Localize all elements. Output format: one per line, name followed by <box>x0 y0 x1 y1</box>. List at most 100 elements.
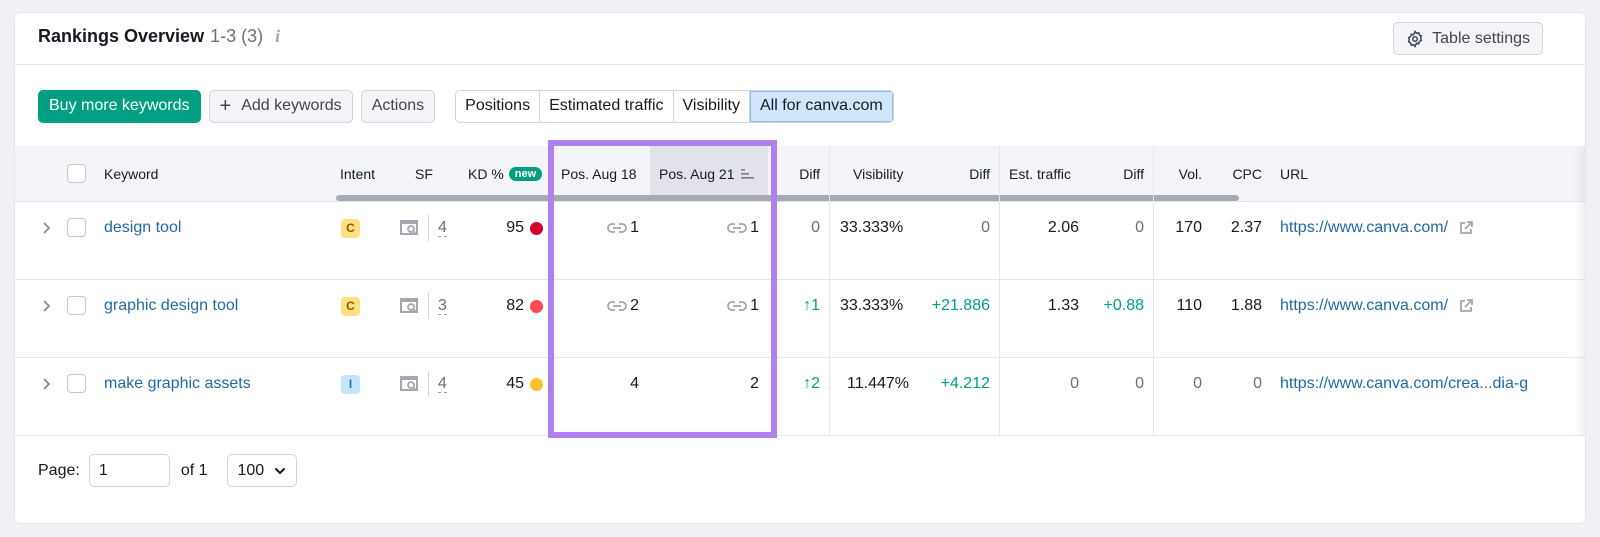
page-total: of 1 <box>180 461 208 479</box>
column-volume[interactable]: Vol. <box>1178 166 1202 182</box>
url-link[interactable]: https://www.canva.com/ <box>1280 219 1449 236</box>
serp-features-icon[interactable] <box>399 219 419 237</box>
tab-all-for-domain[interactable]: All for canva.com <box>750 90 893 122</box>
kd-value: 82 <box>506 297 524 314</box>
row-checkbox[interactable] <box>67 296 86 315</box>
column-keyword[interactable]: Keyword <box>104 166 159 182</box>
chevron-right-icon[interactable] <box>41 220 53 236</box>
pos-diff-value: ↑2 <box>803 375 820 392</box>
row-checkbox[interactable] <box>67 218 86 237</box>
horizontal-scrollbar[interactable] <box>336 195 1239 201</box>
chevron-right-icon[interactable] <box>41 298 53 314</box>
keyword-link[interactable]: design tool <box>104 219 182 236</box>
column-pos-diff[interactable]: Diff <box>799 166 820 182</box>
traffic-diff-value: 0 <box>1135 375 1144 392</box>
serp-features-icon[interactable] <box>399 297 419 315</box>
est-traffic-value: 2.06 <box>1047 219 1079 236</box>
volume-value: 110 <box>1176 297 1202 314</box>
table-row[interactable]: make graphic assets I 4 45 4 2 ↑2 11.447… <box>15 358 1585 436</box>
kd-value: 95 <box>506 219 524 236</box>
table-row[interactable]: design tool C 4 95 1 1 0 33.333% 0 2.06 … <box>15 202 1585 280</box>
row-checkbox[interactable] <box>67 374 86 393</box>
volume-value: 0 <box>1193 375 1202 392</box>
serp-features-icon[interactable] <box>399 375 419 393</box>
pagination: Page: 1 of 1 100 <box>38 454 298 487</box>
tab-estimated-traffic[interactable]: Estimated traffic <box>540 90 674 122</box>
pos-aug21-value: 1 <box>750 219 759 236</box>
visibility-value: 33.333% <box>840 219 904 236</box>
rankings-overview-card: Rankings Overview 1-3 (3) i Table settin… <box>14 12 1586 524</box>
intent-badge: C <box>341 296 360 316</box>
keyword-link[interactable]: graphic design tool <box>104 297 239 314</box>
column-cpc[interactable]: CPC <box>1232 166 1262 182</box>
kd-difficulty-dot-icon <box>530 299 543 313</box>
pos-aug21-value: 1 <box>750 297 759 314</box>
volume-value: 170 <box>1175 219 1202 236</box>
column-pos-aug18[interactable]: Pos. Aug 18 <box>561 166 637 182</box>
table-settings-button[interactable]: Table settings <box>1393 22 1543 55</box>
separator <box>428 293 429 319</box>
page-label: Page: <box>38 461 80 479</box>
page-number-input[interactable]: 1 <box>88 454 170 487</box>
est-traffic-value: 1.33 <box>1047 297 1079 314</box>
external-link-icon[interactable] <box>1458 220 1474 236</box>
visibility-value: 11.447% <box>847 375 909 392</box>
column-visibility[interactable]: Visibility <box>853 166 904 182</box>
buy-more-keywords-button[interactable]: Buy more keywords <box>38 89 201 123</box>
keyword-link[interactable]: make graphic assets <box>104 375 251 392</box>
url-link[interactable]: https://www.canva.com/crea...dia-g <box>1280 375 1529 392</box>
column-pos-aug21[interactable]: Pos. Aug 21 <box>650 146 768 202</box>
select-all-checkbox[interactable] <box>67 164 86 183</box>
pos-aug18-value: 4 <box>630 375 639 392</box>
visibility-diff-value: +21.886 <box>931 297 990 314</box>
column-divider <box>1153 146 1154 436</box>
column-sf[interactable]: SF <box>415 166 433 182</box>
traffic-diff-value: 0 <box>1135 219 1144 236</box>
rows-per-page-select[interactable]: 100 <box>226 454 298 487</box>
column-est-traffic[interactable]: Est. traffic <box>1009 166 1071 182</box>
separator <box>428 215 429 241</box>
link-icon <box>727 223 747 233</box>
pos-diff-value: ↑1 <box>803 297 820 314</box>
pos-aug18-value: 1 <box>630 219 639 236</box>
tab-visibility[interactable]: Visibility <box>673 90 750 122</box>
column-intent[interactable]: Intent <box>340 166 376 182</box>
cpc-value: 2.37 <box>1230 219 1262 236</box>
view-segmented-control: Positions Estimated traffic Visibility A… <box>455 89 894 123</box>
tab-positions[interactable]: Positions <box>456 90 541 122</box>
column-kd-label: KD % <box>468 166 504 182</box>
column-visibility-diff[interactable]: Diff <box>969 166 990 182</box>
cpc-value: 0 <box>1253 375 1262 392</box>
sf-count[interactable]: 4 <box>438 218 447 237</box>
link-icon <box>607 223 627 233</box>
pos-aug21-value: 2 <box>750 375 759 392</box>
plus-icon: + <box>219 95 232 117</box>
kd-difficulty-dot-icon <box>530 221 543 235</box>
gear-icon <box>1407 29 1423 48</box>
link-icon <box>727 301 747 311</box>
title-text: Rankings Overview <box>38 26 205 46</box>
table-row[interactable]: graphic design tool C 3 82 2 1 ↑1 33.333… <box>15 280 1585 358</box>
info-icon[interactable]: i <box>275 26 281 46</box>
intent-badge: I <box>341 374 360 394</box>
column-kd[interactable]: KD % new <box>468 146 543 202</box>
column-divider <box>999 146 1000 436</box>
chevron-right-icon[interactable] <box>41 376 53 392</box>
actions-button[interactable]: Actions <box>360 89 436 123</box>
scroll-shadow <box>1573 146 1585 436</box>
result-count: 1-3 (3) <box>210 26 264 46</box>
column-url[interactable]: URL <box>1280 166 1309 182</box>
sf-count[interactable]: 4 <box>438 374 447 393</box>
external-link-icon[interactable] <box>1458 298 1474 314</box>
page-title: Rankings Overview 1-3 (3) i <box>38 26 280 47</box>
url-link[interactable]: https://www.canva.com/ <box>1280 297 1449 314</box>
rows-per-page-value: 100 <box>237 461 265 479</box>
add-keywords-button[interactable]: + Add keywords <box>208 89 353 123</box>
column-traffic-diff[interactable]: Diff <box>1123 166 1144 182</box>
kd-value: 45 <box>506 375 524 392</box>
column-pos-aug21-label: Pos. Aug 21 <box>659 166 735 182</box>
sort-descending-icon <box>740 169 754 179</box>
sf-count[interactable]: 3 <box>438 296 447 315</box>
visibility-diff-value: +4.212 <box>940 375 990 392</box>
pos-diff-value: 0 <box>811 219 820 236</box>
